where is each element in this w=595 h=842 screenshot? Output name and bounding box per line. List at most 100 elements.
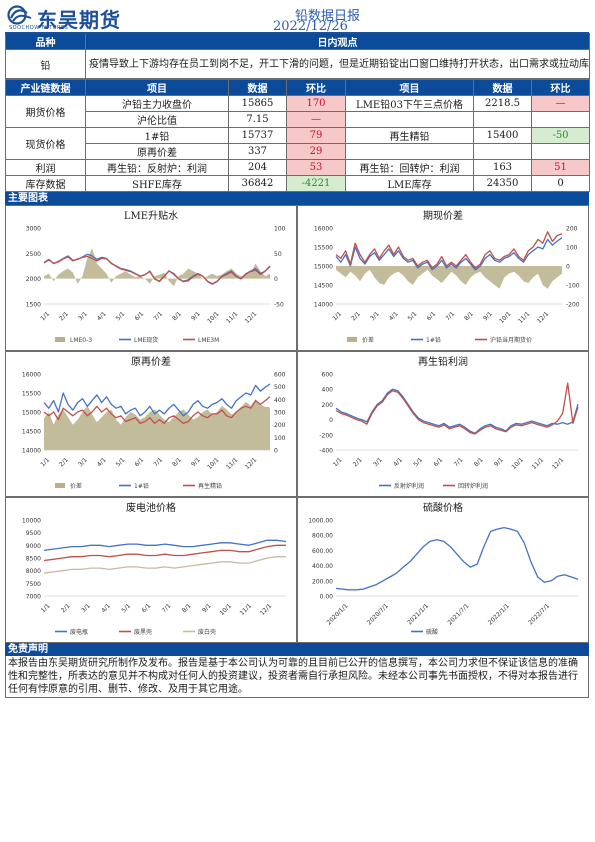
y-tick-label: 15500 bbox=[22, 391, 41, 398]
lme-spread-chart: LME升贴水 3000 2500 2000 1500 100 50 0 -50 1/1 2/1 3/1… bbox=[5, 205, 297, 351]
viewpoint-text: 疫情导致上下游均存在员工到岗不足，开工下滑的问题，但是近期铅锭出口窗口维持打开状… bbox=[85, 49, 590, 79]
y-right-tick-label: 400 bbox=[274, 397, 286, 404]
legend-label: 废电瓶 bbox=[70, 628, 88, 636]
x-tick-label: 9/1 bbox=[190, 456, 202, 468]
x-tick-label: 2/1 bbox=[60, 602, 72, 614]
legend-swatch bbox=[55, 483, 65, 488]
series-area bbox=[336, 266, 562, 289]
chain-item-2: 再生铅：回转炉：利润 bbox=[345, 159, 474, 176]
y-right-tick-label: 0 bbox=[274, 276, 278, 283]
series-line bbox=[335, 388, 579, 434]
chain-item: 沪伦比值 bbox=[85, 111, 229, 128]
x-tick-label: 3/1 bbox=[77, 456, 89, 468]
report-date: 2022/12/26 bbox=[273, 19, 348, 34]
series-line bbox=[335, 231, 563, 269]
charts-section-bar: 主要图表 bbox=[5, 192, 589, 205]
chain-change: 79 bbox=[286, 127, 346, 144]
report-page: 东吴期货 SOOCHOW FUTURES 铅数据日报 2022/12/26 品种… bbox=[5, 3, 590, 698]
x-tick-label: 9/1 bbox=[482, 310, 494, 322]
chain-item-2: LME库存 bbox=[345, 175, 474, 192]
x-tick-label: 12/1 bbox=[244, 456, 259, 471]
chain-value: 204 bbox=[228, 159, 287, 176]
y-tick-label: 8000 bbox=[26, 568, 41, 575]
y-tick-label: 600.00 bbox=[312, 548, 333, 555]
chain-change-2: — bbox=[531, 95, 590, 112]
x-tick-label: 5/1 bbox=[407, 310, 419, 322]
x-tick-label: 6/1 bbox=[141, 602, 153, 614]
y-right-tick-label: 0 bbox=[274, 448, 278, 455]
x-tick-label: 4/1 bbox=[96, 310, 108, 322]
x-tick-label: 12/1 bbox=[259, 602, 274, 617]
chain-item: SHFE库存 bbox=[85, 175, 229, 192]
x-tick-label: 2020/1/1 bbox=[326, 602, 350, 626]
legend-label: LME现货 bbox=[134, 336, 158, 344]
y-tick-label: 14000 bbox=[22, 448, 41, 455]
chain-value-2: 24350 bbox=[473, 175, 532, 192]
chain-change: 170 bbox=[286, 95, 346, 112]
x-tick-label: 1/1 bbox=[39, 456, 51, 468]
x-tick-label: 2/1 bbox=[350, 310, 362, 322]
chain-row: 库存数据 SHFE库存 36842 -4221 LME库存 24350 0 bbox=[5, 175, 590, 192]
x-tick-label: 11/1 bbox=[517, 310, 532, 325]
x-tick-label: 12/1 bbox=[536, 310, 551, 325]
scrap-battery-price-chart: 废电池价格 10000 9500 9000 8500 8000 7500 7000 1/1 2/1… bbox=[5, 497, 297, 643]
series-line bbox=[43, 255, 271, 285]
y-tick-label: -200 bbox=[319, 432, 333, 439]
y-tick-label: 400 bbox=[322, 387, 334, 394]
y-right-tick-label: 100 bbox=[274, 435, 286, 442]
industry-chain-table: 产业链数据 项目 数据 环比 项目 数据 环比 期货价格 沪铅主力收盘价 15865… bbox=[5, 79, 590, 192]
series-line bbox=[335, 382, 579, 435]
primary-secondary-spread-chart: 原再价差 16000 15500 15000 14500 14000 600 500 400 30… bbox=[5, 351, 297, 497]
x-tick-label: 11/1 bbox=[225, 456, 240, 471]
y-right-tick-label: -200 bbox=[566, 302, 580, 309]
x-tick-label: 2020/7/1 bbox=[366, 602, 390, 626]
chain-value: 15865 bbox=[228, 95, 287, 112]
chart-svg: 16000 15500 15000 14500 14000 600 500 400 300 200… bbox=[22, 372, 286, 491]
y-tick-label: 1000.00 bbox=[308, 518, 333, 525]
chain-change-2: 51 bbox=[531, 159, 590, 176]
x-tick-label: 4/1 bbox=[392, 456, 404, 468]
secondary-profit-chart: 再生铅利润 600 400 200 0 -200 -400 1/1 2/1 3/1 4/1 5/1 6/… bbox=[297, 351, 589, 497]
x-tick-label: 10/1 bbox=[206, 310, 221, 325]
y-tick-label: 200.00 bbox=[312, 578, 333, 585]
chart-title: 原再价差 bbox=[131, 357, 171, 368]
x-tick-label: 7/1 bbox=[453, 456, 465, 468]
y-tick-label: 15000 bbox=[314, 264, 333, 271]
legend-swatch bbox=[55, 337, 65, 342]
x-tick-label: 2021/7/1 bbox=[447, 602, 471, 626]
x-tick-label: 2021/1/1 bbox=[406, 602, 430, 626]
x-tick-label: 2022/7/1 bbox=[527, 602, 551, 626]
chain-category-label: 期货价格 bbox=[5, 95, 86, 128]
chain-change: — bbox=[286, 111, 346, 128]
chain-change: -4221 bbox=[286, 175, 346, 192]
brand-name: 东吴期货 bbox=[37, 8, 121, 32]
x-tick-label: 3/1 bbox=[80, 602, 92, 614]
chain-header-value-2: 数据 bbox=[473, 79, 532, 96]
x-tick-label: 1/1 bbox=[39, 310, 51, 322]
chain-header-value: 数据 bbox=[228, 79, 287, 96]
y-tick-label: 9000 bbox=[26, 543, 41, 550]
x-tick-label: 10/1 bbox=[206, 456, 221, 471]
chain-change-2: 0 bbox=[531, 175, 590, 192]
legend-label: 硫酸 bbox=[426, 628, 438, 636]
y-tick-label: 7000 bbox=[26, 594, 41, 601]
y-tick-label: 8500 bbox=[26, 556, 41, 563]
series-line bbox=[43, 539, 287, 552]
x-tick-label: 8/1 bbox=[171, 456, 183, 468]
x-tick-label: 11/1 bbox=[225, 310, 240, 325]
chain-item-2: 再生精铅 bbox=[345, 127, 474, 144]
x-tick-label: 8/1 bbox=[171, 310, 183, 322]
legend-label: 价差 bbox=[362, 336, 374, 344]
viewpoint-header: 日内观点 bbox=[85, 33, 590, 50]
x-tick-label: 11/1 bbox=[531, 456, 546, 471]
series-line bbox=[43, 544, 286, 562]
series-area bbox=[44, 399, 270, 450]
x-tick-label: 7/1 bbox=[152, 310, 164, 322]
chain-change-2: -50 bbox=[531, 127, 590, 144]
chain-row: 利润 再生铅：反射炉：利润 204 53 再生铅：回转炉：利润 163 51 bbox=[5, 159, 590, 176]
legend-label: LME3M bbox=[198, 337, 219, 344]
chart-title: 再生铅利润 bbox=[418, 357, 468, 368]
x-tick-label: 10/1 bbox=[498, 310, 513, 325]
chart-title: 废电池价格 bbox=[126, 503, 176, 514]
logo-icon bbox=[7, 5, 32, 25]
